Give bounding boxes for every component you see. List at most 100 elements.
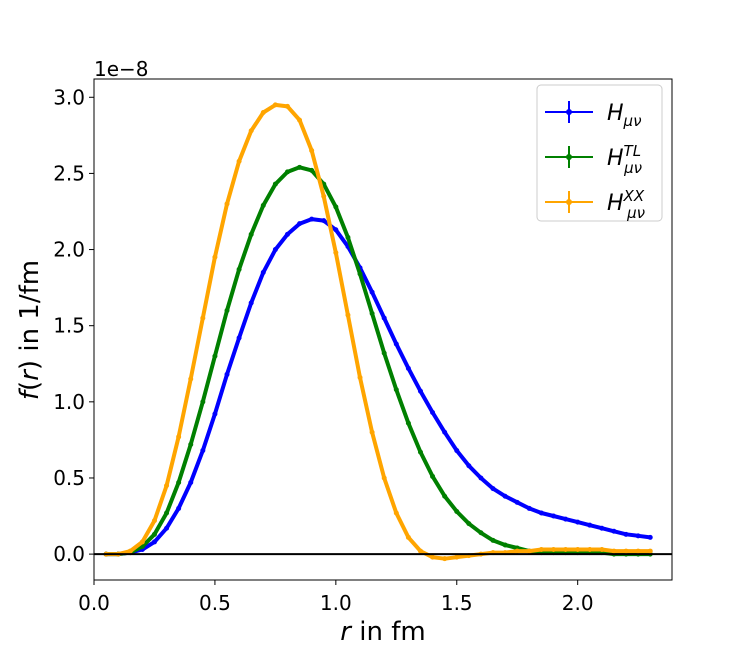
data-point [466, 521, 472, 527]
data-point [333, 227, 339, 233]
data-point [139, 539, 145, 545]
x-label-var: r [340, 617, 353, 647]
legend-label: HXX μν [607, 187, 645, 222]
data-point [563, 516, 569, 522]
y-tick-label: 0.5 [53, 466, 85, 490]
legend-subscript: μν [626, 204, 645, 222]
data-point [478, 475, 484, 481]
legend-name: H [607, 101, 624, 126]
data-point [381, 315, 387, 321]
data-point [538, 510, 544, 516]
data-point [417, 388, 423, 394]
data-point [200, 399, 206, 405]
data-point [369, 429, 375, 435]
data-point [333, 250, 339, 256]
data-point [490, 486, 496, 492]
data-point [321, 218, 327, 224]
data-point [454, 448, 460, 454]
data-point [430, 409, 436, 415]
data-point [260, 110, 266, 116]
data-point [357, 271, 363, 277]
data-point [151, 539, 157, 545]
data-point [309, 167, 315, 173]
data-point [236, 266, 242, 272]
legend-subscript: μν [623, 159, 642, 177]
data-point [405, 534, 411, 540]
data-point [212, 353, 218, 359]
data-point [236, 158, 242, 164]
series-line [106, 102, 651, 561]
y-axis-label: f(r) in 1/fm [15, 260, 45, 400]
data-point [442, 556, 448, 562]
data-point [224, 307, 230, 313]
data-point [260, 269, 266, 275]
series-line [106, 165, 651, 557]
legend-superscript: XX [623, 187, 645, 205]
data-point [599, 547, 605, 553]
data-point [224, 201, 230, 207]
legend-name: H [607, 191, 624, 216]
legend-label: HTL μν [607, 142, 642, 177]
data-point [647, 548, 653, 554]
data-point [272, 102, 278, 108]
y-tick-label: 2.0 [53, 238, 85, 262]
data-point [466, 463, 472, 469]
data-point [164, 525, 170, 531]
data-point [538, 547, 544, 553]
data-point [563, 547, 569, 553]
data-point [454, 508, 460, 514]
x-tick-label: 1.5 [441, 591, 473, 615]
data-point [200, 315, 206, 321]
data-point [369, 311, 375, 317]
data-point [442, 493, 448, 499]
x-tick-label: 1.0 [320, 591, 352, 615]
y-tick-label: 1.5 [53, 314, 85, 338]
legend-marker [566, 154, 572, 160]
data-point [381, 475, 387, 481]
data-point [611, 548, 617, 554]
data-point [272, 247, 278, 253]
data-point [176, 480, 182, 486]
data-point [550, 513, 556, 519]
y-tick-label: 3.0 [53, 85, 85, 109]
data-point [587, 547, 593, 553]
data-point [502, 493, 508, 499]
data-point [369, 289, 375, 295]
data-point [309, 216, 315, 222]
x-label-rest: in fm [351, 617, 426, 647]
data-point [236, 335, 242, 341]
data-point [430, 473, 436, 479]
y-label-arg: r [15, 368, 45, 381]
data-point [188, 376, 194, 382]
y-label-open: ( [15, 381, 45, 391]
data-point [393, 387, 399, 393]
data-point [164, 510, 170, 516]
data-point [442, 429, 448, 435]
legend-marker [566, 199, 572, 205]
x-tick-label: 0.0 [78, 591, 110, 615]
data-point [393, 341, 399, 347]
data-point [502, 542, 508, 548]
data-point [224, 371, 230, 377]
data-point [647, 534, 653, 540]
data-point [611, 528, 617, 534]
data-point [176, 434, 182, 440]
data-point [550, 547, 556, 553]
data-point [526, 505, 532, 511]
data-point [575, 519, 581, 525]
data-point [297, 164, 303, 170]
data-point [200, 448, 206, 454]
data-point [405, 420, 411, 426]
data-point [430, 554, 436, 560]
data-point [248, 128, 254, 134]
data-point [514, 499, 520, 505]
data-point [248, 300, 254, 306]
plot-frame [93, 78, 673, 581]
data-point [623, 548, 629, 554]
data-point [151, 518, 157, 524]
y-label-close: ) [15, 360, 45, 370]
data-point [623, 531, 629, 537]
y-label-rest: in 1/fm [15, 260, 45, 360]
data-point [393, 510, 399, 516]
